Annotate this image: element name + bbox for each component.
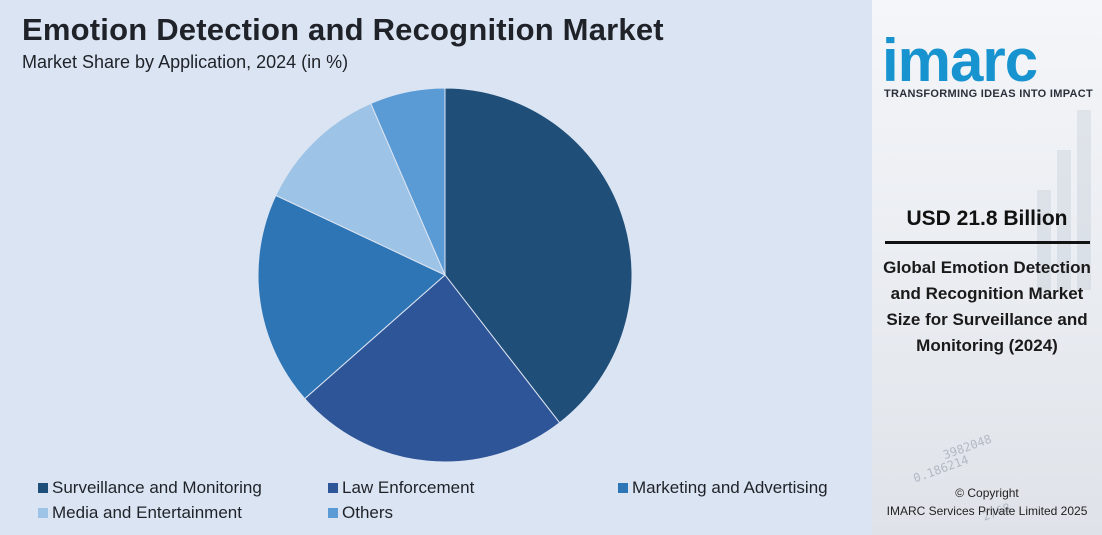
legend-item: Media and Entertainment <box>38 503 242 523</box>
legend-label: Law Enforcement <box>342 478 475 497</box>
legend-item: Others <box>328 503 393 523</box>
legend-item: Law Enforcement <box>328 478 474 498</box>
decor-bar <box>1077 110 1091 290</box>
legend-item: Surveillance and Monitoring <box>38 478 262 498</box>
copyright-owner: IMARC Services Private Limited 2025 <box>886 504 1088 518</box>
chart-panel: Emotion Detection and Recognition Market… <box>22 12 868 533</box>
legend-label: Surveillance and Monitoring <box>52 478 262 497</box>
decor-bar <box>1057 150 1071 290</box>
decor-number: 0.186214 <box>911 452 971 486</box>
info-sidebar: 3982048 0.186214 2768 imarc TRANSFORMING… <box>872 0 1102 535</box>
pie-slice-media-and-entertainment <box>275 102 446 277</box>
chart-title: Emotion Detection and Recognition Market <box>22 12 664 47</box>
legend-swatch <box>618 483 628 493</box>
legend-item: Marketing and Advertising <box>618 478 828 498</box>
brand-wordmark: imarc <box>882 27 1038 94</box>
copyright: © Copyright IMARC Services Private Limit… <box>872 484 1102 520</box>
chart-legend: Surveillance and Monitoring Law Enforceme… <box>38 478 868 533</box>
pie-slice-others <box>370 87 446 276</box>
copyright-line: © Copyright <box>955 486 1019 500</box>
pie-slice-surveillance-and-monitoring <box>444 87 633 424</box>
pie-slice-marketing-and-advertising <box>257 194 446 400</box>
pie-slice-law-enforcement <box>304 274 561 463</box>
pie-chart <box>257 87 633 463</box>
decor-bar <box>1037 190 1051 290</box>
divider <box>885 241 1090 244</box>
market-description: Global Emotion Detection and Recognition… <box>883 258 1091 355</box>
chart-subtitle: Market Share by Application, 2024 (in %) <box>22 52 349 72</box>
legend-label: Marketing and Advertising <box>632 478 828 497</box>
legend-label: Media and Entertainment <box>52 503 242 522</box>
legend-swatch <box>328 483 338 493</box>
legend-swatch <box>328 508 338 518</box>
market-value: USD 21.8 Billion <box>906 207 1068 230</box>
legend-swatch <box>38 483 48 493</box>
legend-label: Others <box>342 503 394 522</box>
legend-swatch <box>38 508 48 518</box>
imarc-logo: imarc <box>882 30 1097 92</box>
brand-tagline: TRANSFORMING IDEAS INTO IMPACT <box>884 88 1094 100</box>
